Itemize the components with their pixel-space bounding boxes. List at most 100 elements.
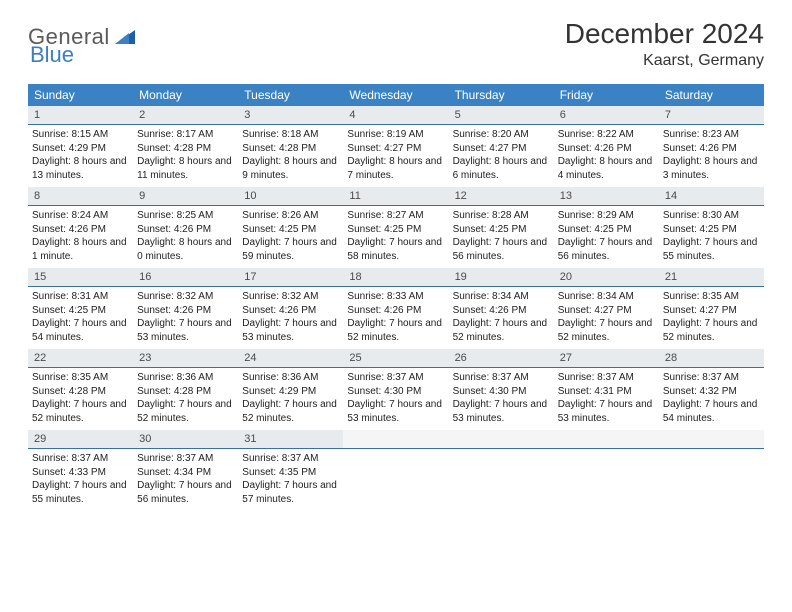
weekday-header-cell: Wednesday bbox=[343, 84, 448, 106]
daylight-line: Daylight: 7 hours and 56 minutes. bbox=[453, 236, 550, 263]
daylight-line: Daylight: 7 hours and 59 minutes. bbox=[242, 236, 339, 263]
day-number-cell: 27 bbox=[554, 349, 659, 367]
sunset-line: Sunset: 4:33 PM bbox=[32, 466, 129, 480]
header: General December 2024 Kaarst, Germany bbox=[28, 18, 764, 70]
day-number-cell: 13 bbox=[554, 187, 659, 205]
sunrise-line: Sunrise: 8:19 AM bbox=[347, 128, 444, 142]
day-data-cell: Sunrise: 8:27 AMSunset: 4:25 PMDaylight:… bbox=[343, 206, 448, 268]
day-number-cell: 20 bbox=[554, 268, 659, 286]
sunrise-line: Sunrise: 8:34 AM bbox=[558, 290, 655, 304]
sunset-line: Sunset: 4:25 PM bbox=[558, 223, 655, 237]
sunset-line: Sunset: 4:25 PM bbox=[453, 223, 550, 237]
day-data-cell: Sunrise: 8:37 AMSunset: 4:30 PMDaylight:… bbox=[449, 368, 554, 430]
daylight-line: Daylight: 8 hours and 6 minutes. bbox=[453, 155, 550, 182]
sunset-line: Sunset: 4:25 PM bbox=[32, 304, 129, 318]
sunset-line: Sunset: 4:26 PM bbox=[32, 223, 129, 237]
day-data-cell: Sunrise: 8:37 AMSunset: 4:30 PMDaylight:… bbox=[343, 368, 448, 430]
day-number-cell: 31 bbox=[238, 430, 343, 448]
daylight-line: Daylight: 7 hours and 54 minutes. bbox=[663, 398, 760, 425]
sunset-line: Sunset: 4:29 PM bbox=[242, 385, 339, 399]
sunset-line: Sunset: 4:28 PM bbox=[137, 142, 234, 156]
daylight-line: Daylight: 8 hours and 7 minutes. bbox=[347, 155, 444, 182]
title-block: December 2024 Kaarst, Germany bbox=[565, 18, 764, 70]
day-number-cell: 10 bbox=[238, 187, 343, 205]
sunrise-line: Sunrise: 8:31 AM bbox=[32, 290, 129, 304]
day-data-cell: Sunrise: 8:35 AMSunset: 4:28 PMDaylight:… bbox=[28, 368, 133, 430]
daylight-line: Daylight: 7 hours and 52 minutes. bbox=[137, 398, 234, 425]
day-number-cell: 24 bbox=[238, 349, 343, 367]
day-data-row: Sunrise: 8:37 AMSunset: 4:33 PMDaylight:… bbox=[28, 449, 764, 511]
daylight-line: Daylight: 7 hours and 52 minutes. bbox=[32, 398, 129, 425]
day-data-row: Sunrise: 8:24 AMSunset: 4:26 PMDaylight:… bbox=[28, 206, 764, 268]
day-number-cell: 15 bbox=[28, 268, 133, 286]
daylight-line: Daylight: 7 hours and 52 minutes. bbox=[242, 398, 339, 425]
sunset-line: Sunset: 4:27 PM bbox=[558, 304, 655, 318]
day-data-cell: Sunrise: 8:17 AMSunset: 4:28 PMDaylight:… bbox=[133, 125, 238, 187]
sunset-line: Sunset: 4:25 PM bbox=[663, 223, 760, 237]
calendar-grid: SundayMondayTuesdayWednesdayThursdayFrid… bbox=[28, 84, 764, 511]
daylight-line: Daylight: 8 hours and 9 minutes. bbox=[242, 155, 339, 182]
daylight-line: Daylight: 8 hours and 13 minutes. bbox=[32, 155, 129, 182]
day-data-cell bbox=[659, 449, 764, 511]
sunset-line: Sunset: 4:32 PM bbox=[663, 385, 760, 399]
day-number-cell: 16 bbox=[133, 268, 238, 286]
brand-triangle-icon bbox=[115, 28, 135, 49]
weekday-header-cell: Sunday bbox=[28, 84, 133, 106]
sunrise-line: Sunrise: 8:27 AM bbox=[347, 209, 444, 223]
sunset-line: Sunset: 4:35 PM bbox=[242, 466, 339, 480]
day-data-cell: Sunrise: 8:32 AMSunset: 4:26 PMDaylight:… bbox=[238, 287, 343, 349]
day-number-cell: 12 bbox=[449, 187, 554, 205]
sunrise-line: Sunrise: 8:37 AM bbox=[32, 452, 129, 466]
sunset-line: Sunset: 4:27 PM bbox=[347, 142, 444, 156]
day-number-cell: 9 bbox=[133, 187, 238, 205]
sunset-line: Sunset: 4:26 PM bbox=[453, 304, 550, 318]
weekday-header-cell: Friday bbox=[554, 84, 659, 106]
day-number-cell: 29 bbox=[28, 430, 133, 448]
daylight-line: Daylight: 7 hours and 55 minutes. bbox=[32, 479, 129, 506]
daylight-line: Daylight: 7 hours and 53 minutes. bbox=[242, 317, 339, 344]
day-number-cell bbox=[449, 430, 554, 448]
weekday-header-cell: Thursday bbox=[449, 84, 554, 106]
daylight-line: Daylight: 7 hours and 55 minutes. bbox=[663, 236, 760, 263]
sunset-line: Sunset: 4:34 PM bbox=[137, 466, 234, 480]
weekday-header-cell: Tuesday bbox=[238, 84, 343, 106]
day-data-cell: Sunrise: 8:37 AMSunset: 4:34 PMDaylight:… bbox=[133, 449, 238, 511]
sunrise-line: Sunrise: 8:29 AM bbox=[558, 209, 655, 223]
sunrise-line: Sunrise: 8:20 AM bbox=[453, 128, 550, 142]
sunset-line: Sunset: 4:26 PM bbox=[347, 304, 444, 318]
daylight-line: Daylight: 7 hours and 54 minutes. bbox=[32, 317, 129, 344]
sunset-line: Sunset: 4:26 PM bbox=[663, 142, 760, 156]
day-data-cell: Sunrise: 8:15 AMSunset: 4:29 PMDaylight:… bbox=[28, 125, 133, 187]
daylight-line: Daylight: 7 hours and 53 minutes. bbox=[558, 398, 655, 425]
daylight-line: Daylight: 8 hours and 0 minutes. bbox=[137, 236, 234, 263]
day-number-cell: 1 bbox=[28, 106, 133, 124]
day-data-cell: Sunrise: 8:18 AMSunset: 4:28 PMDaylight:… bbox=[238, 125, 343, 187]
sunset-line: Sunset: 4:28 PM bbox=[137, 385, 234, 399]
day-number-cell: 30 bbox=[133, 430, 238, 448]
sunrise-line: Sunrise: 8:28 AM bbox=[453, 209, 550, 223]
month-title: December 2024 bbox=[565, 18, 764, 50]
day-number-cell: 22 bbox=[28, 349, 133, 367]
daylight-line: Daylight: 7 hours and 52 minutes. bbox=[558, 317, 655, 344]
day-number-cell bbox=[554, 430, 659, 448]
brand-name-part2: Blue bbox=[30, 42, 74, 67]
sunrise-line: Sunrise: 8:37 AM bbox=[558, 371, 655, 385]
day-number-cell: 8 bbox=[28, 187, 133, 205]
day-number-cell: 25 bbox=[343, 349, 448, 367]
day-data-cell: Sunrise: 8:31 AMSunset: 4:25 PMDaylight:… bbox=[28, 287, 133, 349]
day-data-cell: Sunrise: 8:34 AMSunset: 4:26 PMDaylight:… bbox=[449, 287, 554, 349]
sunset-line: Sunset: 4:31 PM bbox=[558, 385, 655, 399]
daylight-line: Daylight: 7 hours and 56 minutes. bbox=[137, 479, 234, 506]
sunrise-line: Sunrise: 8:37 AM bbox=[663, 371, 760, 385]
day-number-cell: 4 bbox=[343, 106, 448, 124]
sunset-line: Sunset: 4:29 PM bbox=[32, 142, 129, 156]
day-data-cell: Sunrise: 8:37 AMSunset: 4:35 PMDaylight:… bbox=[238, 449, 343, 511]
day-number-row: 1234567 bbox=[28, 106, 764, 125]
sunrise-line: Sunrise: 8:18 AM bbox=[242, 128, 339, 142]
day-data-cell: Sunrise: 8:28 AMSunset: 4:25 PMDaylight:… bbox=[449, 206, 554, 268]
day-number-row: 891011121314 bbox=[28, 187, 764, 206]
day-data-cell: Sunrise: 8:26 AMSunset: 4:25 PMDaylight:… bbox=[238, 206, 343, 268]
sunset-line: Sunset: 4:28 PM bbox=[242, 142, 339, 156]
sunset-line: Sunset: 4:26 PM bbox=[137, 304, 234, 318]
day-data-cell: Sunrise: 8:37 AMSunset: 4:31 PMDaylight:… bbox=[554, 368, 659, 430]
